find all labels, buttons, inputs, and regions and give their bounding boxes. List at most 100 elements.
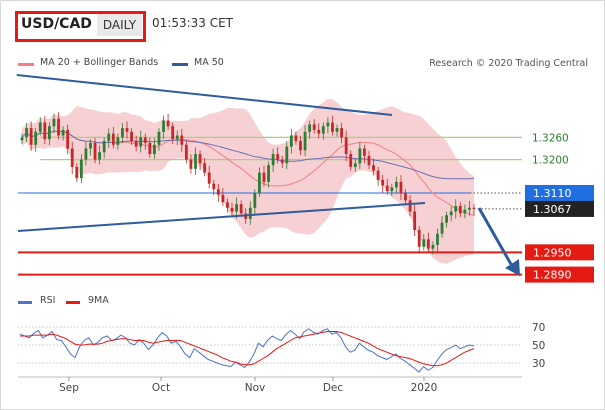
candle-body [43, 122, 47, 140]
candle-body [143, 137, 147, 143]
candle-body [116, 137, 120, 145]
candle-body [226, 202, 229, 208]
rsi-tick-50: 50 [532, 340, 545, 352]
x-tick-2020: 2020 [411, 382, 438, 394]
rsi-tick-30: 30 [532, 358, 545, 370]
candle-body [175, 135, 179, 140]
candle-body [221, 194, 225, 203]
candle-body [381, 180, 385, 186]
candle-body [472, 207, 476, 209]
candle-body [121, 128, 124, 138]
candle-body [436, 233, 439, 245]
candle-body [239, 204, 243, 214]
candle-body [235, 204, 238, 212]
candle-body [216, 189, 220, 195]
level-tag-1.3110 [525, 184, 594, 201]
period-button[interactable]: DAILY [97, 14, 142, 36]
projection-arrow-head [505, 259, 520, 276]
candle-body [463, 209, 467, 214]
candle-body [194, 154, 197, 169]
candle-body [262, 172, 266, 182]
candle-body [125, 128, 129, 132]
candle-body [413, 211, 417, 231]
ma50-line [21, 130, 475, 180]
timestamp: 01:53:33 CET [152, 16, 233, 30]
level-tag-text-1.3067: 1.3067 [533, 203, 572, 216]
candle-body [79, 159, 83, 179]
support-trendline [17, 202, 426, 232]
candle-body [61, 129, 65, 136]
level-tag-text-1.2890: 1.2890 [533, 269, 572, 282]
candle-body [20, 137, 24, 141]
candle-body [102, 141, 106, 153]
level-tag-text-1.3110: 1.3110 [533, 187, 572, 200]
candle-body [271, 154, 275, 166]
research-credit: Research © 2020 Trading Central [429, 58, 588, 69]
candle-body [153, 144, 156, 155]
candle-body [299, 141, 302, 151]
candle-body [253, 192, 257, 208]
candle-body [367, 155, 371, 166]
candle-body [198, 154, 202, 164]
candle-body [130, 131, 133, 142]
candle-body [308, 124, 312, 132]
rsi-tick-70: 70 [532, 322, 545, 334]
candle-body [404, 192, 407, 201]
candle-body [372, 165, 375, 171]
candle-body [267, 165, 270, 182]
candle-body [440, 222, 444, 234]
candle-body [25, 128, 28, 138]
candle-body [230, 207, 234, 212]
candle-body [399, 181, 403, 193]
candle-body [431, 244, 435, 249]
candle-body [38, 122, 42, 132]
candle-body [285, 146, 289, 164]
candle-body [189, 159, 193, 169]
candle-body [468, 207, 471, 210]
legend-ma50-label: MA 50 [194, 57, 224, 68]
rsi-ma9-line [20, 331, 475, 367]
instrument-label: USD/CAD [21, 16, 92, 32]
candle-body [184, 144, 188, 160]
legend-rsi-swatch [18, 301, 32, 304]
candle-body [349, 154, 353, 168]
candle-body [75, 167, 79, 179]
candle-body [426, 239, 430, 249]
candle-body [385, 185, 389, 192]
level-tag-text-1.2950: 1.2950 [533, 246, 572, 259]
candle-body [363, 148, 366, 156]
candle-body [458, 205, 462, 214]
candle-body [376, 170, 380, 180]
candle-body [134, 141, 138, 147]
candle-body [98, 152, 102, 160]
candle-body [303, 131, 307, 151]
level-tag-1.2950 [525, 244, 594, 261]
legend-9ma-swatch [66, 301, 80, 304]
candle-body [111, 133, 115, 145]
candle-body [57, 118, 60, 136]
candle-body [344, 137, 348, 155]
candle-body [180, 135, 184, 145]
candle-body [353, 163, 357, 168]
title-highlight-box [15, 11, 146, 42]
candle-body [248, 207, 252, 219]
legend-9ma-label: 9MA [88, 295, 109, 306]
candle-body [203, 163, 207, 173]
candle-body [326, 122, 330, 127]
x-tick-Sep: Sep [59, 382, 79, 394]
candle-body [408, 200, 412, 212]
candle-body [280, 159, 284, 164]
candle-body [340, 128, 343, 138]
x-tick-Nov: Nov [245, 382, 266, 394]
candle-body [166, 120, 170, 127]
level-tag-1.2890 [525, 266, 594, 283]
candle-body [358, 148, 362, 164]
candle-body [162, 120, 165, 132]
level-tag-1.3067 [525, 200, 594, 217]
candle-body [394, 181, 398, 188]
candle-body [321, 126, 325, 134]
level-label-1.3200: 1.3200 [532, 155, 569, 167]
candle-body [422, 239, 426, 247]
candle-body [89, 142, 92, 149]
